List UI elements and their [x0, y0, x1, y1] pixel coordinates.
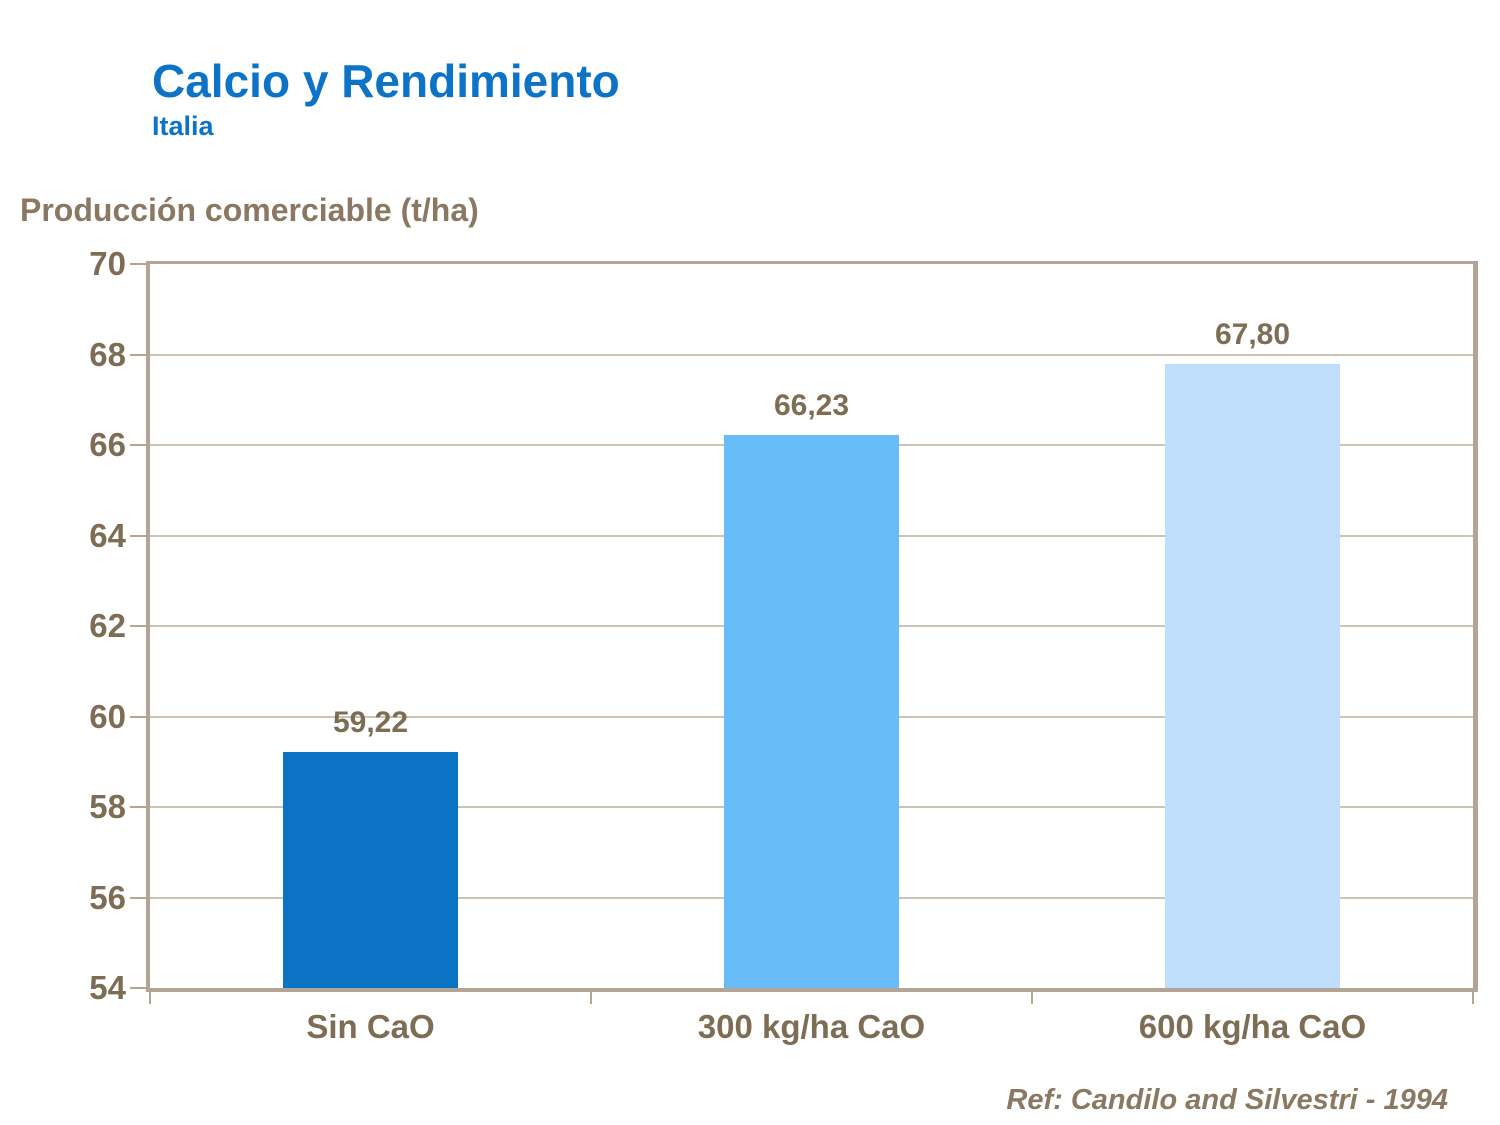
y-tick-label-56: 56 [89, 878, 126, 916]
y-tick-label-58: 58 [89, 788, 126, 825]
x-axis-label-600-kg-ha-cao: 600 kg/ha CaO [1138, 1008, 1367, 1045]
y-tick-label-64: 64 [89, 516, 126, 554]
plot-area [146, 261, 1478, 992]
y-axis-tick [130, 806, 146, 808]
y-tick-label-68: 68 [89, 335, 126, 373]
page-subtitle: Italia [152, 111, 214, 141]
y-axis-tick [130, 625, 146, 627]
value-label-sin-cao: 59,22 [332, 705, 409, 739]
y-axis-tick [130, 715, 146, 718]
value-label-300-kg-ha-cao: 66,23 [773, 388, 850, 422]
x-axis-boundary-tick [1472, 990, 1474, 1004]
gridline-68 [150, 353, 1473, 356]
y-axis-tick [130, 987, 146, 989]
x-axis-boundary-tick [590, 990, 592, 1004]
y-axis-title: Producción comerciable (t/ha) [20, 192, 479, 228]
y-axis-tick [130, 263, 146, 265]
x-axis-boundary-tick [1031, 990, 1033, 1004]
bar-300-kg-ha-cao [724, 434, 899, 988]
y-tick-label-70: 70 [89, 245, 126, 282]
y-tick-label-62: 62 [89, 607, 126, 644]
x-axis-boundary-tick [149, 990, 151, 1004]
y-tick-label-54: 54 [89, 969, 126, 1006]
x-axis-label-300-kg-ha-cao: 300 kg/ha CaO [697, 1008, 926, 1045]
reference-note: Ref: Candilo and Silvestri - 1994 [1006, 1084, 1448, 1116]
value-label-600-kg-ha-cao: 67,80 [1214, 317, 1291, 351]
y-axis-tick [130, 444, 146, 446]
page-title: Calcio y Rendimiento [152, 55, 620, 107]
y-tick-label-60: 60 [89, 697, 126, 735]
x-axis-label-sin-cao: Sin CaO [306, 1008, 435, 1045]
y-axis-tick [130, 896, 146, 899]
y-tick-label-66: 66 [89, 426, 126, 463]
y-axis-tick [130, 353, 146, 356]
bar-600-kg-ha-cao [1165, 363, 1340, 988]
bar-sin-cao [283, 751, 458, 988]
y-axis-tick [130, 534, 146, 537]
